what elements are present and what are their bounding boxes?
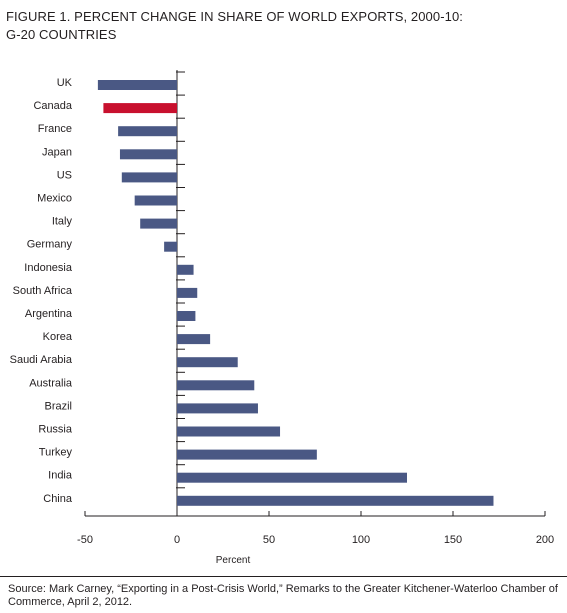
bar-chart: UK Canada France Japan US Mexico Italy Germany I… (10, 70, 554, 566)
category-label: Japan (42, 146, 72, 158)
category-label: Canada (33, 100, 72, 112)
bar-south-africa (177, 287, 198, 298)
source-note: Source: Mark Carney, “Exporting in a Pos… (8, 583, 558, 608)
x-tick-label: 50 (263, 534, 275, 546)
category-label: China (43, 493, 73, 505)
category-label: Italy (52, 216, 73, 228)
bar-japan (119, 149, 177, 160)
x-tick-label: 200 (536, 534, 554, 546)
chart-title-line2: G-20 COUNTRIES (6, 27, 117, 42)
bar-uk (97, 80, 177, 90)
x-axis-label: Percent (216, 555, 251, 566)
category-label: Saudi Arabia (10, 354, 73, 366)
bar-turkey (177, 449, 317, 460)
category-label: Korea (43, 331, 73, 343)
category-label: Argentina (25, 308, 73, 320)
category-label: Indonesia (24, 262, 73, 274)
category-label: Germany (27, 239, 73, 251)
bar-germany (164, 241, 177, 252)
bar-france (118, 126, 177, 137)
category-label: Brazil (44, 400, 72, 412)
bar-canada (103, 103, 177, 114)
bar-china (177, 495, 494, 506)
category-label: India (48, 470, 73, 482)
bar-india (177, 472, 407, 483)
category-label: Mexico (37, 193, 72, 205)
category-label: South Africa (13, 285, 73, 297)
bar-argentina (177, 311, 196, 321)
x-tick-label: 150 (444, 534, 462, 546)
category-label: Russia (38, 424, 73, 436)
source-divider (0, 576, 567, 577)
x-tick-label: 100 (352, 534, 370, 546)
chart-title: FIGURE 1. PERCENT CHANGE IN SHARE OF WOR… (6, 8, 561, 44)
bar-us (121, 172, 177, 183)
bar-korea (177, 334, 211, 345)
bar-italy (140, 218, 177, 229)
bar-saudi-arabia (177, 357, 238, 368)
bar-indonesia (177, 264, 194, 275)
bar-brazil (177, 403, 258, 414)
x-tick-label: -50 (77, 534, 93, 546)
bar-russia (177, 426, 281, 437)
chart-title-line1: FIGURE 1. PERCENT CHANGE IN SHARE OF WOR… (6, 9, 464, 24)
category-label: Australia (29, 377, 73, 389)
bar-mexico (134, 195, 177, 206)
category-label: Turkey (39, 447, 73, 459)
x-tick-label: 0 (174, 534, 180, 546)
category-label: France (38, 123, 72, 135)
bar-australia (177, 380, 255, 391)
category-label: US (57, 169, 72, 181)
category-label: UK (57, 77, 73, 89)
